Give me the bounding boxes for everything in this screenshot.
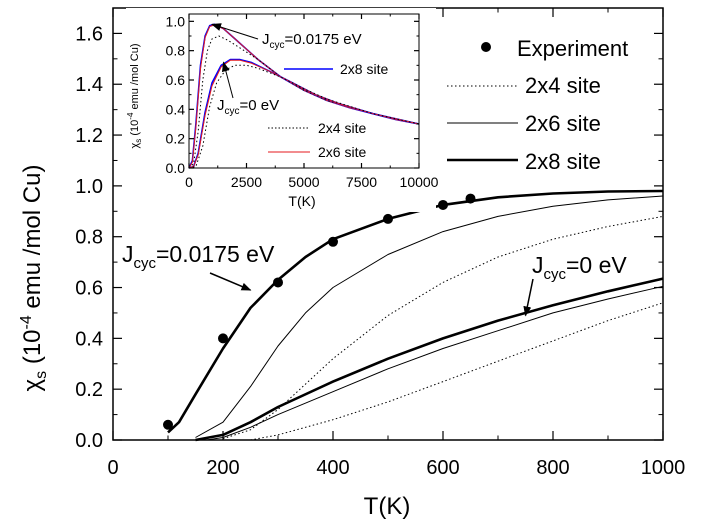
main-x-tick-label: 1000 <box>641 457 686 479</box>
main-tick-labels: 0 200 400 600 800 1000 0.0 0.2 0.4 0.6 0.8 1.0 1.2 1.… <box>75 23 685 479</box>
legend-2x6-label: 2x6 site <box>525 111 601 136</box>
legend-experiment-marker <box>481 42 491 52</box>
inset-legend-2x6-label: 2x6 site <box>318 144 366 160</box>
main-series-2 <box>222 215 664 440</box>
main-y-tick-label: 0.2 <box>75 379 103 401</box>
main-annotation-jcyc-0-arrow <box>523 278 534 317</box>
main-y-tick-label: 1.2 <box>75 125 103 147</box>
inset-annotation-jcyc-0175: Jcyc=0.0175 eV <box>211 23 362 51</box>
main-y-tick-label: 0.6 <box>75 278 103 300</box>
main-y-tick-label: 0.8 <box>75 227 103 249</box>
inset-x-tick-label: 10000 <box>400 174 439 190</box>
inset-x-tick-label: 0 <box>185 174 193 190</box>
inset-tick-labels: 0 2500 5000 7500 10000 0.0 0.2 0.4 0.6 0.8 1.0 <box>166 13 439 190</box>
inset-series-2 <box>188 35 420 169</box>
experiment-point <box>465 193 476 204</box>
experiment-point <box>163 419 173 430</box>
main-legend: Experiment 2x4 site 2x6 site 2x8 site <box>447 36 628 174</box>
main-x-tick-label: 400 <box>316 457 349 479</box>
main-annotation-jcyc-0175-arrow <box>209 272 252 291</box>
experiment-point <box>383 213 393 224</box>
inset-y-tick-label: 0.2 <box>166 131 186 147</box>
experiment-point <box>273 277 283 288</box>
inset-x-tick-label: 7500 <box>346 174 377 190</box>
inset-annotation-jcyc-0-arrow <box>221 61 234 99</box>
main-x-axis-title: T(K) <box>364 493 411 520</box>
main-x-tick-label: 600 <box>426 457 459 479</box>
inset-annotation-jcyc-0-label: Jcyc=0 eV <box>217 97 279 117</box>
main-series-5 <box>250 302 664 441</box>
main-annotation-jcyc-0-label: Jcyc=0 eV <box>532 252 627 283</box>
inset-legend: 2x8 site 2x4 site 2x6 site <box>268 61 388 160</box>
inset-y-axis-title: χs (10-4 emu /mol Cu) <box>126 44 143 149</box>
main-series-1 <box>195 195 664 438</box>
inset-chart: 0 2500 5000 7500 10000 0.0 0.2 0.4 0.6 0.8 1.0 T(K… <box>126 8 439 212</box>
main-series-4 <box>206 285 664 441</box>
legend-2x8-label: 2x8 site <box>525 149 601 174</box>
main-x-tick-label: 200 <box>206 457 239 479</box>
main-annotation-jcyc-0175: Jcyc=0.0175 eV <box>122 241 275 291</box>
inset-annotation-jcyc-0: Jcyc=0 eV <box>217 61 279 117</box>
legend-experiment-label: Experiment <box>517 36 628 61</box>
inset-axis-ticks <box>188 14 420 169</box>
inset-y-tick-label: 0.4 <box>166 101 186 117</box>
inset-y-tick-label: 1.0 <box>166 13 186 29</box>
inset-background <box>126 8 436 212</box>
experiment-point <box>438 199 448 210</box>
main-annotation-jcyc-0175-label: Jcyc=0.0175 eV <box>122 241 275 272</box>
main-y-tick-label: 0.0 <box>75 430 103 452</box>
inset-legend-2x4-label: 2x4 site <box>318 120 366 136</box>
inset-x-axis-title: T(K) <box>288 193 315 209</box>
main-curves <box>167 189 664 442</box>
inset-y-tick-label: 0.6 <box>166 72 186 88</box>
main-y-tick-label: 1.6 <box>75 23 103 45</box>
main-chart: 0 200 400 600 800 1000 0.0 0.2 0.4 0.6 0.8 1.0 1.2 1.… <box>18 7 685 520</box>
main-series-0 <box>167 189 664 434</box>
legend-2x4-label: 2x4 site <box>525 73 601 98</box>
experiment-point <box>218 333 228 344</box>
inset-x-tick-label: 5000 <box>288 174 319 190</box>
inset-annotation-jcyc-0175-arrow <box>211 23 259 40</box>
inset-series-4 <box>188 59 420 169</box>
main-annotation-jcyc-0: Jcyc=0 eV <box>523 252 627 317</box>
inset-curves <box>188 23 420 169</box>
inset-y-tick-label: 0.8 <box>166 43 186 59</box>
main-series-3 <box>195 277 664 442</box>
main-x-tick-label: 800 <box>536 457 569 479</box>
main-y-tick-label: 1.0 <box>75 176 103 198</box>
main-experiment-points <box>163 193 476 430</box>
inset-series-5 <box>188 64 420 169</box>
main-y-tick-label: 0.4 <box>75 328 103 350</box>
inset-x-tick-label: 2500 <box>231 174 262 190</box>
main-y-axis-title: χs (10-4 emu /mol Cu) <box>18 165 50 392</box>
inset-y-tick-label: 0.0 <box>166 160 186 176</box>
inset-legend-2x8-label: 2x8 site <box>340 61 388 77</box>
main-x-tick-label: 0 <box>107 457 118 479</box>
inset-annotation-jcyc-0175-label: Jcyc=0.0175 eV <box>262 31 362 51</box>
experiment-point <box>328 236 338 247</box>
main-y-tick-label: 1.4 <box>75 74 103 96</box>
